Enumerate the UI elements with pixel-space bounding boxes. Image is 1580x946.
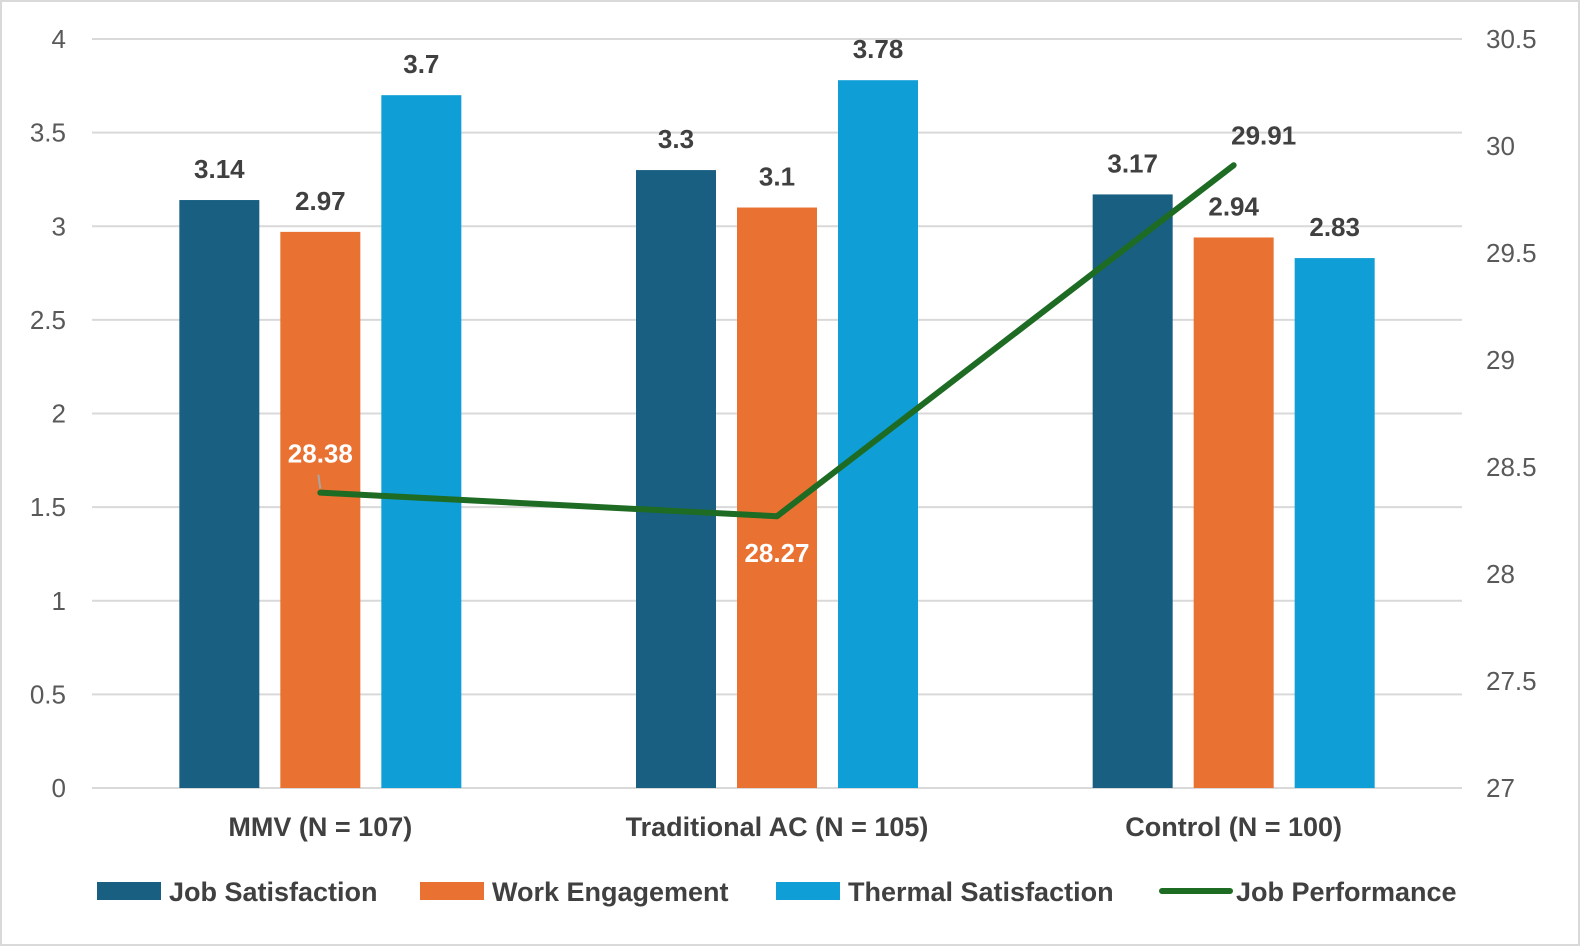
y-axis-tick-label: 3.5	[30, 118, 66, 148]
legend-label: Work Engagement	[492, 877, 729, 907]
legend-swatch	[97, 882, 161, 900]
bar	[280, 231, 361, 788]
y2-axis-tick-label: 28.5	[1486, 452, 1537, 482]
y2-axis-tick-label: 30	[1486, 131, 1515, 161]
bar-data-label: 2.97	[295, 186, 346, 216]
bar	[179, 200, 260, 788]
bar	[381, 95, 462, 789]
y-axis-tick-label: 4	[52, 24, 66, 54]
bar-data-label: 3.3	[658, 124, 694, 154]
y2-axis-tick-label: 29.5	[1486, 238, 1537, 268]
x-axis-category-label: Control (N = 100)	[1125, 812, 1342, 842]
bar-data-label: 2.83	[1309, 212, 1360, 242]
job-performance-line	[317, 162, 1237, 520]
line-data-label: 28.27	[744, 538, 809, 568]
bar	[1294, 258, 1375, 788]
line-data-label: 29.91	[1231, 120, 1296, 150]
y-axis-tick-label: 1	[52, 586, 66, 616]
data-label-leader-line	[317, 474, 322, 489]
bar	[1092, 194, 1173, 789]
x-axis-category-label: MMV (N = 107)	[228, 812, 412, 842]
bar	[1193, 237, 1274, 789]
bar	[636, 170, 716, 788]
bar-data-label: 2.94	[1208, 191, 1259, 221]
bar-data-label: 3.1	[759, 162, 795, 192]
y2-axis-tick-label: 27.5	[1486, 666, 1537, 696]
y2-axis-tick-label: 29	[1486, 345, 1515, 375]
legend-label: Job Satisfaction	[169, 877, 378, 907]
y2-axis-tick-label: 30.5	[1486, 24, 1537, 54]
legend-swatch	[776, 882, 840, 900]
legend-label: Job Performance	[1236, 877, 1457, 907]
y-axis-tick-label: 2	[52, 399, 66, 429]
y2-axis-tick-label: 27	[1486, 773, 1515, 803]
bar-data-label: 3.14	[194, 154, 245, 184]
legend-swatch	[420, 882, 484, 900]
line-data-label: 28.38	[288, 439, 353, 469]
bar	[838, 80, 918, 788]
bar-data-label: 3.78	[853, 34, 904, 64]
legend-label: Thermal Satisfaction	[848, 877, 1114, 907]
bar-data-label: 3.7	[403, 49, 439, 79]
y2-axis-tick-label: 28	[1486, 559, 1515, 589]
x-axis-category-label: Traditional AC (N = 105)	[626, 812, 929, 842]
y-axis-tick-label: 1.5	[30, 492, 66, 522]
bar-data-label: 3.17	[1107, 148, 1158, 178]
y-axis-tick-label: 2.5	[30, 305, 66, 335]
y-axis-tick-label: 3	[52, 211, 66, 241]
y-axis-tick-label: 0	[52, 773, 66, 803]
y-axis-tick-label: 0.5	[30, 679, 66, 709]
